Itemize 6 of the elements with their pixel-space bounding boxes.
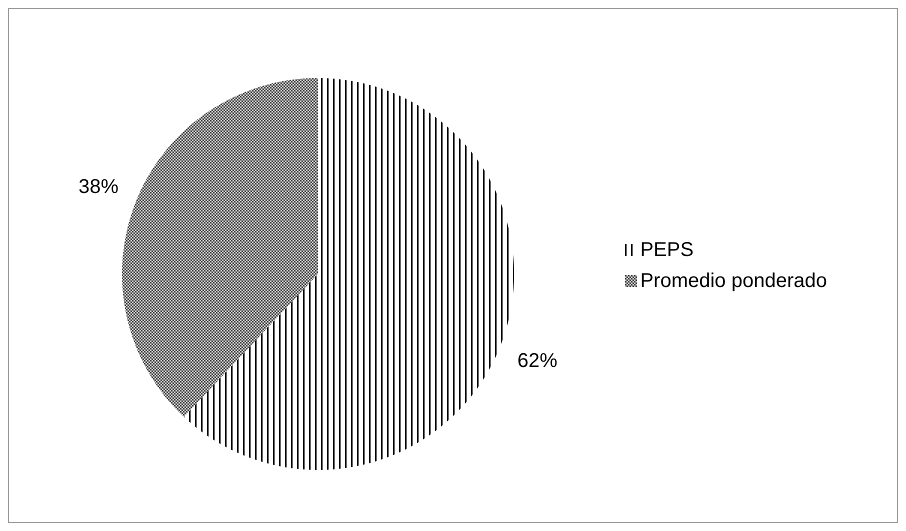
legend-label: PEPS bbox=[640, 238, 694, 262]
pie-slice bbox=[122, 78, 318, 417]
pie-slice bbox=[184, 78, 514, 470]
data-label: 62% bbox=[517, 350, 558, 372]
legend-label: Promedio ponderado bbox=[640, 270, 827, 292]
data-label: 38% bbox=[78, 176, 119, 198]
